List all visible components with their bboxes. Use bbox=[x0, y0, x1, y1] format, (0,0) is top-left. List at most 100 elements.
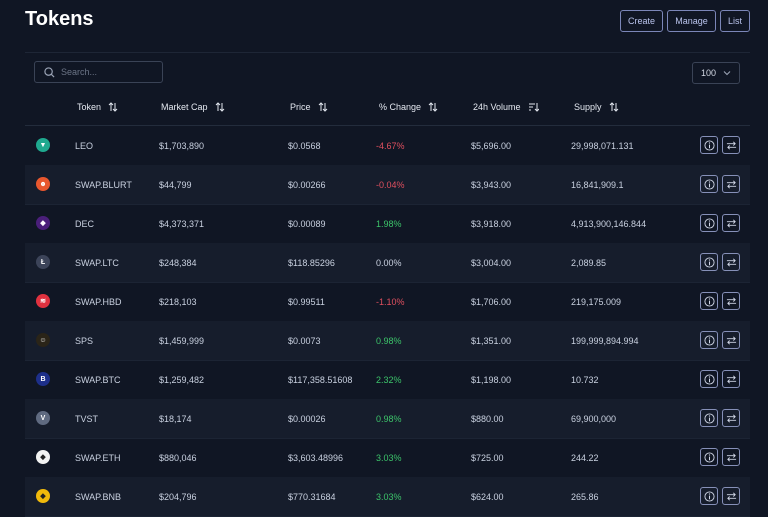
swap-button[interactable] bbox=[722, 487, 740, 505]
list-button[interactable]: List bbox=[720, 10, 750, 32]
price-cell: $118.85296 bbox=[288, 257, 335, 268]
column-label: Token bbox=[77, 102, 102, 112]
market-cap-cell: $1,459,999 bbox=[159, 335, 205, 346]
change-cell: -0.04% bbox=[376, 179, 405, 190]
table-row[interactable]: ◆ SWAP.BNB $204,796 $770.31684 3.03% $624.00 2… bbox=[25, 477, 750, 517]
chevron-down-icon bbox=[723, 71, 731, 76]
info-button[interactable] bbox=[700, 448, 718, 466]
table-row[interactable]: ≋ SWAP.HBD $218,103 $0.99511 -1.10% $1,706.00… bbox=[25, 282, 750, 322]
volume-cell: $1,351.00 bbox=[471, 335, 512, 346]
table-row[interactable]: ▼ LEO $1,703,890 $0.0568 -4.67% $5,696.00 29,9… bbox=[25, 126, 750, 166]
table-row[interactable]: B SWAP.BTC $1,259,482 $117,358.51608 2.32% $1… bbox=[25, 360, 750, 400]
table-row[interactable]: ◆ SWAP.ETH $880,046 $3,603.48996 3.03% $725.0… bbox=[25, 438, 750, 478]
volume-cell: $3,004.00 bbox=[471, 257, 512, 268]
search-icon bbox=[44, 66, 55, 78]
info-icon bbox=[703, 217, 715, 229]
swap-button[interactable] bbox=[722, 409, 740, 427]
per-page-select[interactable]: 100 bbox=[692, 62, 740, 84]
supply-cell: 4,913,900,146.844 bbox=[571, 218, 647, 229]
info-icon bbox=[703, 334, 715, 346]
volume-cell: $1,198.00 bbox=[471, 374, 512, 385]
table-row[interactable]: ◆ DEC $4,373,371 $0.00089 1.98% $3,918.00 4,91… bbox=[25, 204, 750, 244]
table-row[interactable]: ☻ SWAP.BLURT $44,799 $0.00266 -0.04% $3,943.0… bbox=[25, 165, 750, 205]
column-header-supply[interactable]: Supply bbox=[574, 102, 619, 112]
column-label: Price bbox=[290, 102, 311, 112]
token-logo-icon: ◆ bbox=[36, 489, 50, 503]
swap-button[interactable] bbox=[722, 214, 740, 232]
token-name: SWAP.BTC bbox=[75, 374, 121, 385]
market-cap-cell: $18,174 bbox=[159, 413, 192, 424]
swap-icon bbox=[726, 453, 736, 461]
volume-cell: $5,696.00 bbox=[471, 140, 512, 151]
info-button[interactable] bbox=[700, 409, 718, 427]
change-cell: -1.10% bbox=[376, 296, 405, 307]
supply-cell: 219,175.009 bbox=[571, 296, 622, 307]
swap-button[interactable] bbox=[722, 175, 740, 193]
change-cell: 0.98% bbox=[376, 335, 402, 346]
swap-button[interactable] bbox=[722, 292, 740, 310]
sort-icon bbox=[108, 102, 118, 112]
token-name: LEO bbox=[75, 140, 94, 151]
swap-icon bbox=[726, 219, 736, 227]
token-name: SWAP.LTC bbox=[75, 257, 119, 268]
info-button[interactable] bbox=[700, 253, 718, 271]
token-name: TVST bbox=[75, 413, 99, 424]
per-page-value: 100 bbox=[701, 68, 717, 78]
swap-button[interactable] bbox=[722, 331, 740, 349]
column-label: 24h Volume bbox=[473, 102, 521, 112]
info-icon bbox=[703, 256, 715, 268]
info-button[interactable] bbox=[700, 331, 718, 349]
supply-cell: 244.22 bbox=[571, 452, 599, 463]
swap-icon bbox=[726, 336, 736, 344]
search-input[interactable]: Search... bbox=[34, 61, 163, 83]
change-cell: 3.03% bbox=[376, 452, 402, 463]
change-cell: 2.32% bbox=[376, 374, 402, 385]
token-logo-icon: V bbox=[36, 411, 50, 425]
info-button[interactable] bbox=[700, 175, 718, 193]
swap-button[interactable] bbox=[722, 448, 740, 466]
column-header-volume[interactable]: 24h Volume bbox=[473, 102, 539, 112]
swap-icon bbox=[726, 258, 736, 266]
info-icon bbox=[703, 412, 715, 424]
change-cell: 0.98% bbox=[376, 413, 402, 424]
column-header-change[interactable]: % Change bbox=[379, 102, 438, 112]
info-button[interactable] bbox=[700, 292, 718, 310]
price-cell: $0.99511 bbox=[288, 296, 325, 307]
market-cap-cell: $4,373,371 bbox=[159, 218, 205, 229]
info-button[interactable] bbox=[700, 136, 718, 154]
token-logo-icon: ☻ bbox=[36, 177, 50, 191]
create-button[interactable]: Create bbox=[620, 10, 663, 32]
header-divider bbox=[25, 52, 750, 53]
token-logo-icon: ◆ bbox=[36, 450, 50, 464]
market-cap-cell: $204,796 bbox=[159, 491, 197, 502]
table-row[interactable]: ☺ SPS $1,459,999 $0.0073 0.98% $1,351.00 199,9… bbox=[25, 321, 750, 361]
swap-button[interactable] bbox=[722, 253, 740, 271]
info-button[interactable] bbox=[700, 370, 718, 388]
token-name: SWAP.ETH bbox=[75, 452, 121, 463]
info-icon bbox=[703, 373, 715, 385]
market-cap-cell: $248,384 bbox=[159, 257, 197, 268]
manage-button[interactable]: Manage bbox=[667, 10, 716, 32]
column-header-price[interactable]: Price bbox=[290, 102, 328, 112]
swap-button[interactable] bbox=[722, 136, 740, 154]
swap-button[interactable] bbox=[722, 370, 740, 388]
price-cell: $3,603.48996 bbox=[288, 452, 344, 463]
table-row[interactable]: V TVST $18,174 $0.00026 0.98% $880.00 69,900,0… bbox=[25, 399, 750, 439]
market-cap-cell: $1,259,482 bbox=[159, 374, 205, 385]
info-button[interactable] bbox=[700, 487, 718, 505]
column-header-market-cap[interactable]: Market Cap bbox=[161, 102, 225, 112]
info-button[interactable] bbox=[700, 214, 718, 232]
price-cell: $770.31684 bbox=[288, 491, 336, 502]
market-cap-cell: $880,046 bbox=[159, 452, 197, 463]
sort-desc-icon bbox=[528, 103, 539, 112]
supply-cell: 10.732 bbox=[571, 374, 599, 385]
column-header-token[interactable]: Token bbox=[77, 102, 118, 112]
token-name: SWAP.HBD bbox=[75, 296, 122, 307]
token-logo-icon: ▼ bbox=[36, 138, 50, 152]
change-cell: 3.03% bbox=[376, 491, 402, 502]
change-cell: -4.67% bbox=[376, 140, 405, 151]
swap-icon bbox=[726, 297, 736, 305]
table-row[interactable]: Ł SWAP.LTC $248,384 $118.85296 0.00% $3,004.0… bbox=[25, 243, 750, 283]
token-logo-icon: ☺ bbox=[36, 333, 50, 347]
supply-cell: 265.86 bbox=[571, 491, 599, 502]
